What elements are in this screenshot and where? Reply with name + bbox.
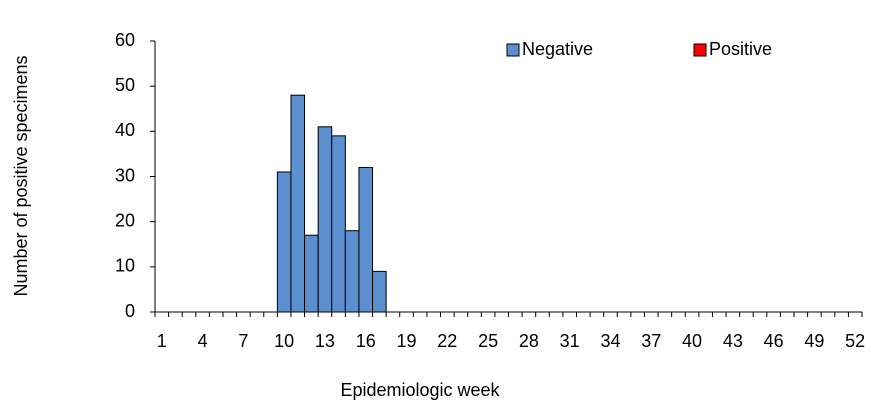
legend-label: Negative [522, 39, 593, 59]
x-tick-label: 52 [845, 331, 865, 351]
x-tick-label: 13 [315, 331, 335, 351]
x-tick-label: 4 [198, 331, 208, 351]
bar [304, 234, 319, 313]
y-tick-label: 40 [115, 120, 135, 140]
x-axis-title: Epidemiologic week [340, 380, 500, 400]
x-tick-label: 25 [478, 331, 498, 351]
x-tick-label: 37 [641, 331, 661, 351]
y-tick-label: 30 [115, 165, 135, 185]
x-tick-label: 34 [600, 331, 620, 351]
bar [331, 135, 346, 313]
bar [344, 230, 360, 313]
x-tick-label: 7 [238, 331, 248, 351]
y-tick-label: 0 [125, 301, 135, 321]
x-tick-label: 31 [560, 331, 580, 351]
x-tick-label: 43 [723, 331, 743, 351]
y-tick-label: 60 [115, 30, 135, 50]
x-tick-label: 46 [764, 331, 784, 351]
bar [290, 94, 306, 313]
bar [372, 270, 387, 313]
x-tick-label: 49 [804, 331, 824, 351]
y-tick-label: 20 [115, 210, 135, 230]
x-tick-label: 40 [682, 331, 702, 351]
bar [276, 171, 292, 313]
x-tick-label: 22 [437, 331, 457, 351]
x-tick-label: 10 [274, 331, 294, 351]
x-tick-label: 1 [157, 331, 167, 351]
x-tick-label: 19 [397, 331, 417, 351]
y-axis-title: Number of positive specimens [11, 55, 31, 296]
x-tick-label: 16 [356, 331, 376, 351]
bar [317, 126, 333, 313]
legend-swatch [506, 43, 520, 57]
y-tick-label: 50 [115, 75, 135, 95]
legend-label: Positive [709, 39, 772, 59]
legend-swatch [693, 43, 707, 57]
bar [358, 166, 374, 313]
x-tick-label: 28 [519, 331, 539, 351]
y-tick-label: 10 [115, 256, 135, 276]
